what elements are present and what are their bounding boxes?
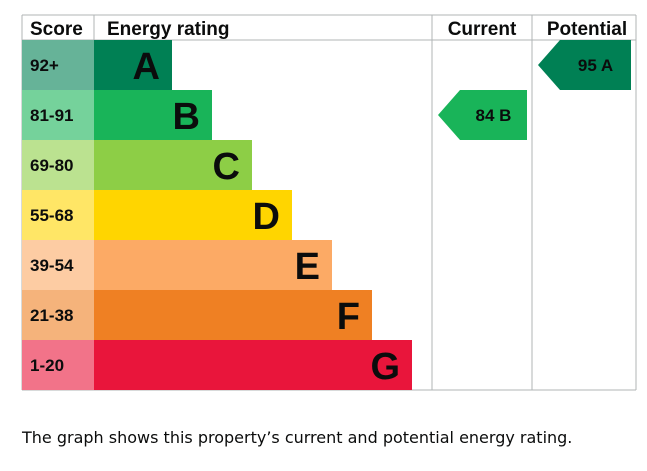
energy-rating-chart: Score Energy rating Current Potential 92… — [21, 14, 637, 391]
score-cell-a — [22, 40, 94, 90]
score-label-b: 81-91 — [30, 106, 73, 125]
rating-letter-g: G — [370, 346, 400, 388]
potential-arrow — [538, 40, 631, 90]
score-cell-e — [22, 240, 94, 290]
rating-letter-e: E — [295, 246, 320, 288]
header-potential: Potential — [547, 19, 627, 40]
rating-arrows: 84 B 95 A — [438, 40, 631, 140]
score-label-c: 69-80 — [30, 156, 73, 175]
rating-bar-g — [94, 340, 412, 390]
score-cell-g — [22, 340, 94, 390]
score-label-e: 39-54 — [30, 256, 74, 275]
rating-bands: 92+ A 81-91 B 69-80 C 55-68 D 39-54 E 21-38 F 1-20 G — [22, 40, 412, 390]
current-arrow — [438, 90, 527, 140]
score-cell-b — [22, 90, 94, 140]
score-label-a: 92+ — [30, 56, 59, 75]
rating-bar-b — [94, 90, 212, 140]
score-label-g: 1-20 — [30, 356, 64, 375]
rating-bar-a — [94, 40, 172, 90]
rating-bar-e — [94, 240, 332, 290]
rating-bar-d — [94, 190, 292, 240]
rating-letter-d: D — [253, 196, 280, 238]
header-current: Current — [448, 19, 517, 40]
chart-caption: The graph shows this property’s current … — [22, 428, 573, 447]
score-cell-f — [22, 290, 94, 340]
rating-letter-c: C — [213, 146, 240, 188]
potential-rating-label: 95 A — [578, 56, 613, 75]
rating-letter-b: B — [173, 96, 200, 138]
current-rating-label: 84 B — [476, 106, 512, 125]
score-label-d: 55-68 — [30, 206, 73, 225]
rating-letter-f: F — [337, 296, 360, 338]
score-cell-c — [22, 140, 94, 190]
header-energy-rating: Energy rating — [107, 19, 229, 40]
rating-bar-f — [94, 290, 372, 340]
score-cell-d — [22, 190, 94, 240]
header-score: Score — [30, 19, 83, 40]
rating-letter-a: A — [133, 46, 160, 88]
rating-bar-c — [94, 140, 252, 190]
score-label-f: 21-38 — [30, 306, 73, 325]
